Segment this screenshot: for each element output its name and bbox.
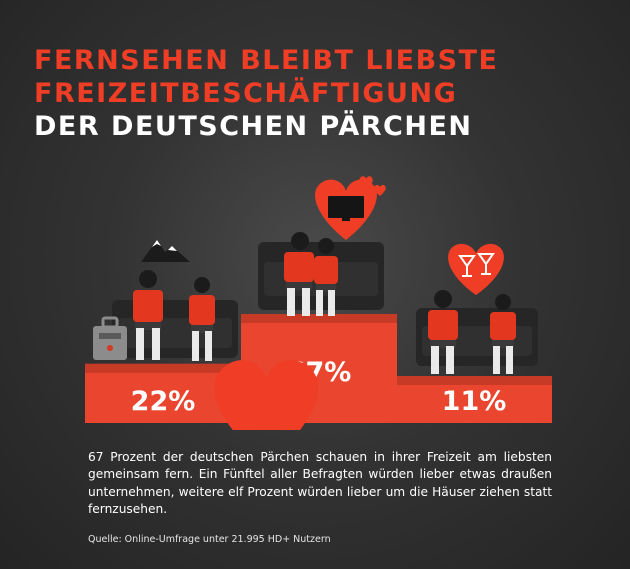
podium-bar-center-top: [241, 314, 397, 323]
podium-bar-right-top: [397, 376, 552, 385]
sofa-left: [112, 300, 238, 358]
podium-bar-left-top: [85, 363, 241, 373]
title-line-3: DER DEUTSCHEN PÄRCHEN: [34, 111, 473, 142]
title-line-2: FREIZEITBESCHÄFTIGUNG: [34, 78, 458, 109]
mountain-heart-icon: [141, 240, 319, 430]
podium-right: [397, 376, 552, 423]
man-left: [133, 270, 163, 360]
man-right: [428, 290, 458, 374]
podium-chart: 22% 67% 11%: [85, 176, 552, 430]
description-text: 67 Prozent der deutschen Pärchen schauen…: [88, 450, 552, 517]
value-label-left: 22%: [131, 386, 196, 417]
title-line-1: FERNSEHEN BLEIBT LIEBSTE: [34, 45, 499, 76]
luggage-icon: [93, 316, 127, 360]
cocktail-heart-icon: [448, 243, 504, 295]
page-title: FERNSEHEN BLEIBT LIEBSTE FREIZEITBESCHÄF…: [34, 44, 498, 143]
woman-right: [490, 294, 516, 374]
tv-heart-icon: [315, 176, 386, 240]
woman-center: [314, 238, 338, 316]
value-label-right: 11%: [442, 386, 507, 417]
woman-left: [189, 277, 215, 361]
man-center: [284, 232, 314, 316]
source-note: Quelle: Online-Umfrage unter 21.995 HD+ …: [88, 534, 331, 545]
